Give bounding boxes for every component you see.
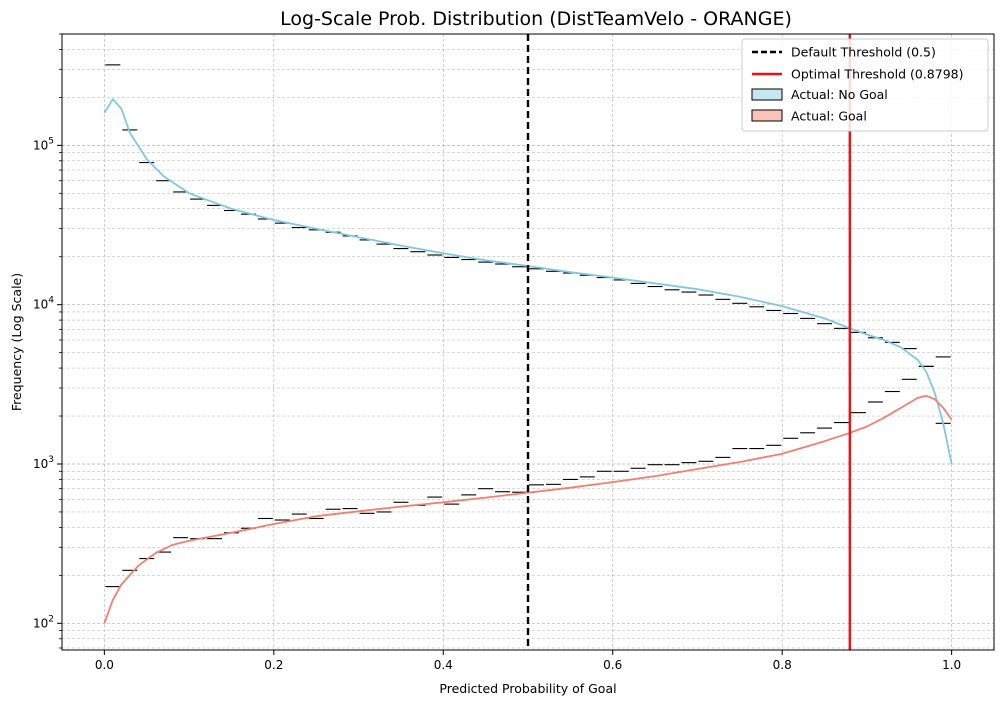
x-tick-label: 1.0	[942, 658, 961, 672]
x-axis-ticks: 0.0 0.2 0.4 0.6 0.8 1.0	[95, 650, 961, 672]
legend-no-goal-label: Actual: No Goal	[791, 87, 888, 102]
threshold-lines	[526, 34, 851, 650]
histogram-bars	[105, 64, 951, 588]
x-tick-label: 0.0	[95, 658, 114, 672]
no-goal-kde-line	[103, 98, 953, 465]
x-tick-label: 0.2	[264, 658, 283, 672]
x-tick-label: 0.6	[603, 658, 622, 672]
x-axis-label: Predicted Probability of Goal	[439, 681, 616, 696]
goal-kde-line	[103, 394, 953, 624]
plot-frame	[61, 33, 995, 651]
kde-curves	[103, 98, 953, 624]
x-tick-label: 0.4	[434, 658, 453, 672]
legend-optimal-threshold-label: Optimal Threshold (0.8798)	[791, 67, 964, 82]
x-tick-label: 0.8	[773, 658, 792, 672]
y-axis-label: Frequency (Log Scale)	[9, 273, 24, 411]
legend-goal-swatch	[751, 109, 783, 122]
legend-box	[741, 38, 989, 132]
legend-default-threshold-label: Default Threshold (0.5)	[791, 45, 936, 60]
legend-no-goal-swatch	[751, 88, 783, 101]
legend: Default Threshold (0.5) Optimal Threshol…	[741, 38, 989, 132]
chart-title: Log-Scale Prob. Distribution (DistTeamVe…	[280, 8, 792, 30]
legend-goal-label: Actual: Goal	[791, 109, 867, 124]
